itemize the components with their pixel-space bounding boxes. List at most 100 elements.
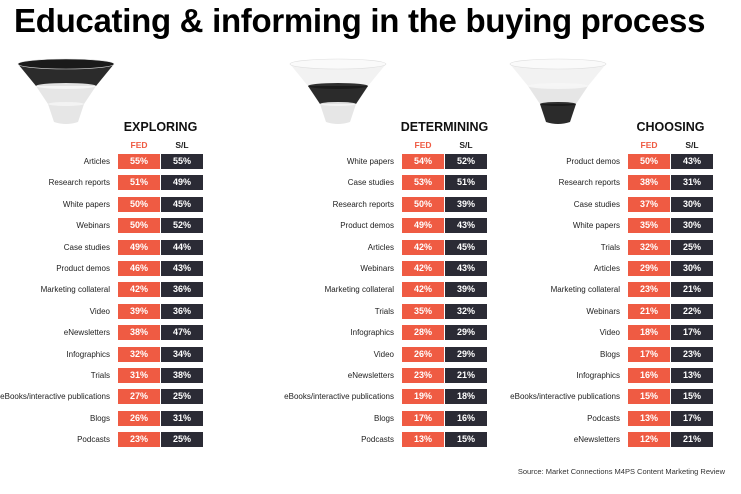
sl-value-cell: 15% (445, 432, 487, 448)
row-label: eBooks/interactive publications (0, 392, 110, 402)
row-label: Articles (367, 242, 394, 252)
row-label: eBooks/interactive publications (284, 392, 394, 402)
fed-value-cell: 50% (118, 218, 160, 234)
sl-value-cell: 31% (161, 410, 203, 426)
sl-value-cell: 21% (671, 432, 713, 448)
sl-value-cell: 29% (445, 346, 487, 362)
fed-value-cell: 42% (402, 239, 444, 255)
funnel-icon (289, 58, 387, 124)
sl-value-cell: 18% (445, 389, 487, 405)
row-label: Infographics (576, 371, 620, 380)
column-header-fed: FED (130, 140, 148, 150)
fed-value-cell: 29% (628, 261, 670, 276)
fed-value-cell: 21% (628, 303, 670, 319)
sl-value-cell: 43% (445, 218, 487, 234)
fed-value-cell: 28% (402, 325, 444, 341)
funnel-graphic (288, 58, 388, 131)
column-header-sl: S/L (459, 140, 473, 150)
fed-value-cell: 38% (118, 325, 160, 341)
row-label: Product demos (566, 157, 620, 166)
fed-value-cell: 17% (402, 410, 444, 426)
row-label: White papers (572, 221, 620, 231)
funnel-graphic (16, 58, 116, 131)
sl-value-cell: 25% (161, 389, 203, 405)
fed-value-cell: 32% (118, 346, 160, 362)
sl-value-cell: 31% (671, 175, 713, 191)
sl-value-cell: 55% (161, 154, 203, 169)
fed-value-cell: 27% (118, 389, 160, 405)
sl-value-cell: 52% (161, 218, 203, 234)
fed-value-cell: 50% (628, 154, 670, 169)
sl-value-cell: 32% (445, 303, 487, 319)
row-label: eNewsletters (63, 328, 110, 338)
row-label: Marketing collateral (324, 285, 394, 295)
fed-value-cell: 18% (628, 325, 670, 341)
fed-value-cell: 42% (402, 282, 444, 298)
sl-value-cell: 45% (445, 239, 487, 255)
stage-title: DETERMINING (400, 120, 489, 134)
row-label: Podcasts (77, 435, 110, 445)
row-label: Blogs (373, 413, 394, 423)
stage-title: EXPLORING (123, 120, 198, 134)
fed-value-cell: 32% (628, 239, 670, 255)
fed-value-cell: 39% (118, 303, 160, 319)
row-label: White papers (346, 157, 394, 166)
sl-value-cell: 23% (671, 346, 713, 362)
sl-value-cell: 15% (671, 389, 713, 405)
row-label: Case studies (573, 199, 620, 209)
row-label: Trials (90, 371, 110, 380)
sl-value-cell: 39% (445, 196, 487, 212)
row-label: Webinars (76, 221, 110, 231)
fed-value-cell: 16% (628, 368, 670, 383)
fed-value-cell: 37% (628, 196, 670, 212)
column-header-sl: S/L (175, 140, 189, 150)
fed-value-cell: 35% (628, 218, 670, 234)
sl-value-cell: 49% (161, 175, 203, 191)
row-label: Video (599, 328, 620, 338)
fed-value-cell: 53% (402, 175, 444, 191)
row-label: Blogs (89, 413, 110, 423)
funnel-graphic (508, 58, 608, 131)
fed-value-cell: 17% (628, 346, 670, 362)
column-header-sl: S/L (685, 140, 699, 150)
fed-value-cell: 50% (402, 196, 444, 212)
fed-value-cell: 42% (402, 261, 444, 276)
fed-value-cell: 23% (118, 432, 160, 448)
row-label: eNewsletters (573, 435, 620, 445)
fed-value-cell: 51% (118, 175, 160, 191)
source-note: Source: Market Connections M4PS Content … (517, 467, 725, 476)
row-label: Podcasts (361, 435, 394, 445)
sl-value-cell: 43% (445, 261, 487, 276)
row-label: eBooks/interactive publications (510, 392, 620, 402)
row-label: Case studies (347, 178, 394, 188)
row-label: Research reports (48, 178, 110, 188)
row-label: Case studies (63, 242, 110, 252)
row-label: Blogs (599, 349, 620, 359)
fed-value-cell: 46% (118, 261, 160, 276)
row-label: White papers (62, 199, 110, 209)
fed-value-cell: 23% (628, 282, 670, 298)
row-label: Video (89, 306, 110, 316)
sl-value-cell: 44% (161, 239, 203, 255)
page-title: Educating & informing in the buying proc… (14, 2, 706, 39)
column-header-fed: FED (414, 140, 432, 150)
fed-value-cell: 19% (402, 389, 444, 405)
funnel-icon (17, 58, 115, 124)
funnel-icon (509, 58, 607, 124)
row-label: Webinars (360, 264, 394, 273)
fed-value-cell: 50% (118, 196, 160, 212)
sl-value-cell: 36% (161, 282, 203, 298)
sl-value-cell: 13% (671, 368, 713, 383)
row-label: Webinars (586, 306, 620, 316)
fed-value-cell: 26% (118, 410, 160, 426)
row-label: Product demos (56, 264, 110, 273)
sl-value-cell: 45% (161, 196, 203, 212)
sl-value-cell: 30% (671, 261, 713, 276)
sl-value-cell: 47% (161, 325, 203, 341)
row-label: eNewsletters (347, 371, 394, 380)
row-label: Marketing collateral (550, 285, 620, 295)
row-label: Research reports (332, 199, 394, 209)
sl-value-cell: 52% (445, 154, 487, 169)
row-label: Trials (600, 242, 620, 252)
row-label: Podcasts (587, 413, 620, 423)
